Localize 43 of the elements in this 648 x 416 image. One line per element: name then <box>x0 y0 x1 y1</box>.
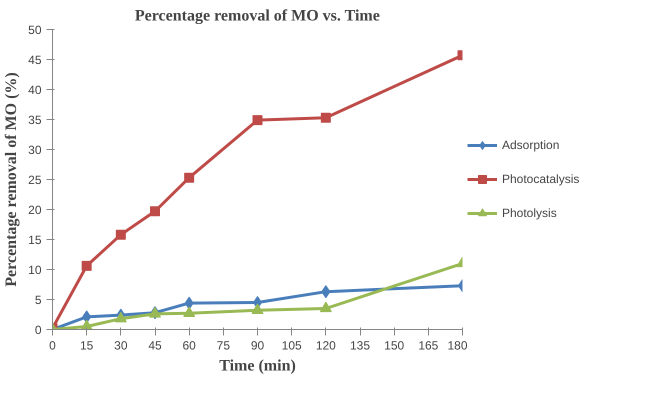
x-tick-label: 135 <box>350 338 370 352</box>
y-tick-label: 15 <box>28 233 42 247</box>
legend-label: Photolysis <box>502 206 557 220</box>
y-tick-label: 5 <box>34 293 42 307</box>
point <box>116 230 126 240</box>
x-tick-label: 60 <box>182 338 196 352</box>
point <box>183 306 196 317</box>
point <box>320 112 331 123</box>
y-axis-title: Percentage removal of MO (%) <box>3 72 20 287</box>
x-tick-label: 150 <box>384 338 405 352</box>
point <box>252 303 264 314</box>
x-tick-label: 180 <box>447 338 468 352</box>
x-tick-label: 30 <box>114 338 128 352</box>
y-tick-label: 25 <box>28 173 42 187</box>
point <box>321 285 330 298</box>
y-tick-label: 45 <box>28 53 42 67</box>
point <box>184 172 194 183</box>
y-tick-label: 50 <box>28 23 42 37</box>
legend-label: Adsorption <box>502 138 560 152</box>
point <box>320 302 332 312</box>
point <box>252 115 262 126</box>
x-tick-label: 165 <box>418 338 439 352</box>
y-tick-label: 40 <box>28 83 42 97</box>
y-tick-label: 35 <box>28 113 42 127</box>
point <box>150 206 160 216</box>
x-tick-label: 105 <box>282 338 302 352</box>
x-tick-label: 0 <box>49 338 56 352</box>
y-tick-label: 0 <box>34 323 42 337</box>
legend-label: Photocatalysis <box>502 172 580 186</box>
point <box>184 296 194 310</box>
point <box>82 310 92 324</box>
point <box>114 312 127 322</box>
x-tick-label: 15 <box>80 338 94 352</box>
point <box>82 260 92 271</box>
y-tick-label: 20 <box>28 203 42 217</box>
y-tick-label: 10 <box>28 263 42 277</box>
chart-title: Percentage removal of MO vs. Time <box>134 8 380 24</box>
y-tick-label: 30 <box>28 143 42 157</box>
x-tick-label: 45 <box>148 338 162 352</box>
x-tick-label: 120 <box>316 338 336 352</box>
x-tick-label: 75 <box>216 338 230 352</box>
x-axis-title: Time (min) <box>219 358 296 374</box>
x-tick-label: 90 <box>250 338 264 352</box>
